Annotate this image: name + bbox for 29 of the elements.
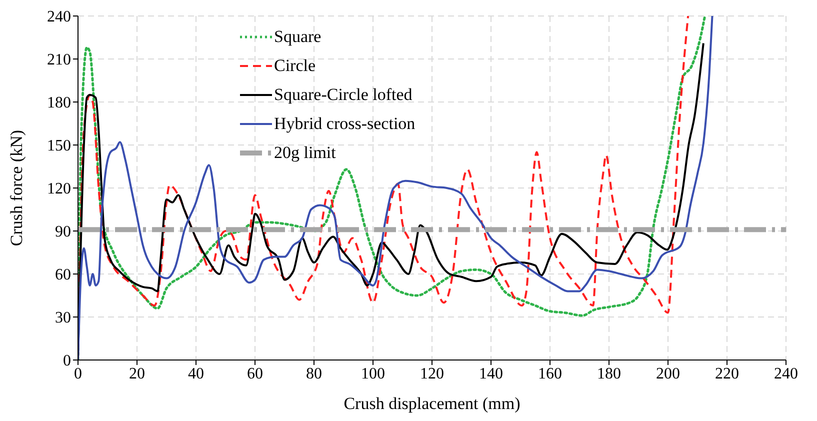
x-tick-label: 40 (188, 365, 204, 382)
x-axis-title: Crush displacement (mm) (344, 394, 520, 413)
x-tick-label: 160 (538, 365, 562, 382)
x-tick-label: 200 (656, 365, 680, 382)
y-tick-label: 30 (55, 310, 71, 327)
y-tick-label: 240 (47, 8, 71, 26)
x-tick-label: 60 (247, 365, 263, 382)
x-tick-label: 120 (420, 365, 444, 382)
legend-label: Square (274, 26, 322, 48)
y-tick-label: 180 (47, 94, 71, 112)
x-tick-label: 80 (306, 365, 322, 382)
x-tick-label: 180 (597, 365, 621, 382)
y-tick-label: 210 (47, 52, 71, 69)
x-tick-label: 100 (361, 365, 385, 382)
y-tick-label: 60 (55, 266, 71, 284)
x-tick-label: 140 (479, 365, 503, 382)
y-tick-label: 90 (55, 224, 71, 241)
y-axis-title: Crush force (kN) (7, 130, 26, 246)
legend-label: Hybrid cross-section (274, 113, 416, 135)
x-tick-label: 220 (715, 365, 739, 382)
y-tick-label: 120 (47, 180, 71, 198)
y-tick-label: 0 (63, 352, 71, 370)
x-tick-label: 20 (129, 365, 145, 382)
x-tick-label: 240 (774, 365, 798, 382)
legend-label: Square-Circle lofted (274, 84, 412, 106)
y-tick-label: 150 (47, 138, 71, 155)
x-tick-label: 0 (74, 365, 82, 382)
legend-label: 20g limit (274, 142, 336, 164)
legend-label: Circle (274, 55, 316, 77)
